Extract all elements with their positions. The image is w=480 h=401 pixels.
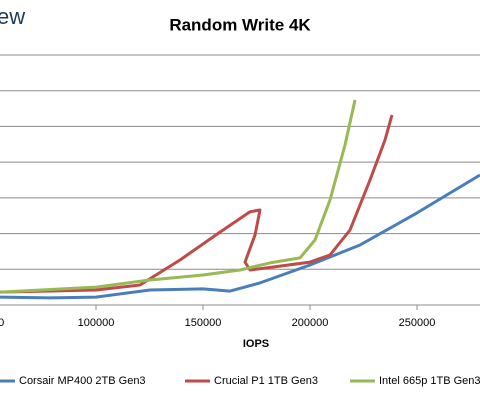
series-line [0, 114, 394, 294]
x-axis-label: IOPS [243, 338, 269, 350]
watermark: ew [0, 4, 25, 29]
x-tick-label: 200000 [292, 317, 329, 329]
x-tick-label: 100000 [78, 317, 115, 329]
series-line [0, 99, 357, 294]
legend-label: Crucial P1 1TB Gen3 [214, 375, 318, 387]
x-tick-label: 250000 [399, 317, 436, 329]
x-tick-label: 50000 [0, 317, 4, 329]
legend-label: Intel 665p 1TB Gen3 [379, 375, 480, 387]
chart-title: Random Write 4K [169, 15, 311, 34]
series-line [0, 173, 480, 300]
legend-label: Corsair MP400 2TB Gen3 [19, 375, 146, 387]
x-tick-label: 150000 [185, 317, 222, 329]
